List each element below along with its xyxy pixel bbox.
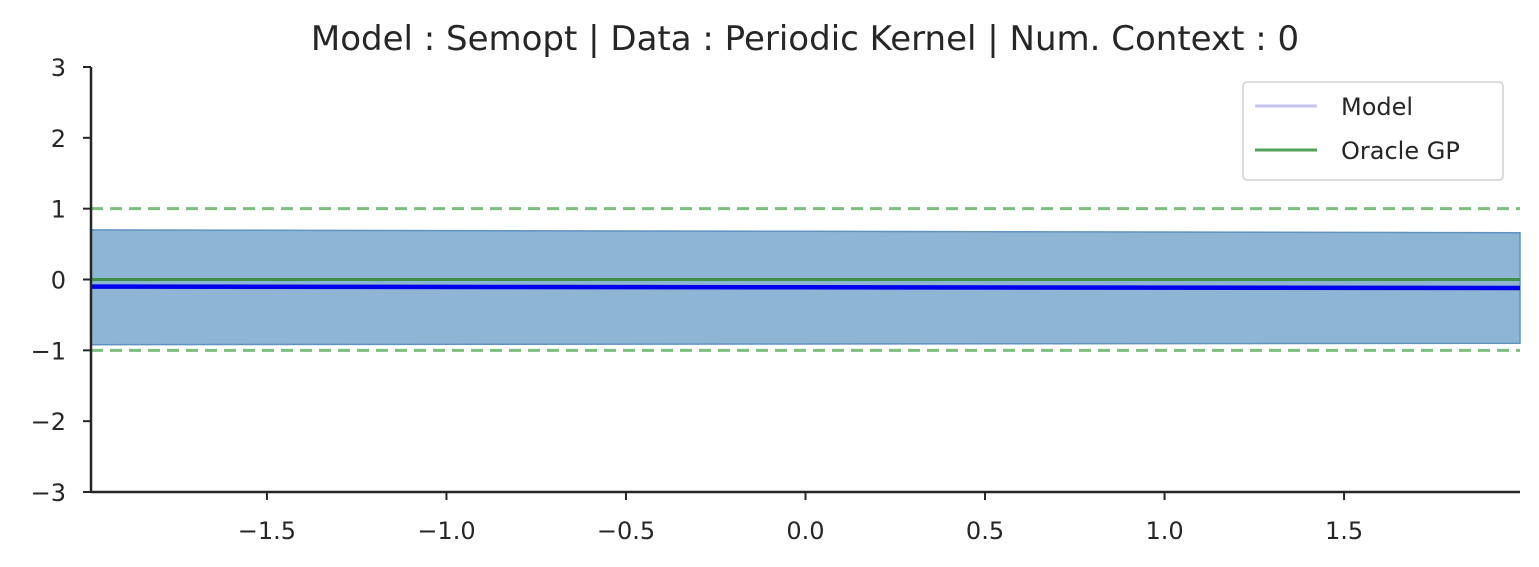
x-tick-label: 1.5 <box>1325 517 1363 545</box>
plot-area <box>90 207 1521 352</box>
y-tick-label: 2 <box>51 125 66 153</box>
x-tick-label: −1.5 <box>238 517 296 545</box>
legend: Model Oracle GP <box>1242 81 1504 181</box>
axes: −1.5 −1.0 −0.5 0.0 0.5 1.0 1.5 −3 −2 −1 0 1 2 3 <box>31 54 1520 545</box>
x-tick-label: 0.0 <box>786 517 824 545</box>
legend-label: Oracle GP <box>1341 137 1460 165</box>
x-tick-label: 0.5 <box>966 517 1004 545</box>
x-tick-label: −0.5 <box>597 517 655 545</box>
legend-label: Model <box>1341 93 1413 121</box>
y-tick-label: 1 <box>51 196 66 224</box>
model-mean-line <box>90 284 1521 291</box>
y-tick-label: −3 <box>31 479 66 507</box>
y-tick-label: −2 <box>31 408 66 436</box>
y-tick-label: −1 <box>31 337 66 365</box>
chart-title: Model : Semopt | Data : Periodic Kernel … <box>311 19 1299 59</box>
y-tick-label: 3 <box>51 54 66 82</box>
y-tick-label: 0 <box>51 267 66 295</box>
x-tick-label: −1.0 <box>417 517 475 545</box>
x-tick-label: 1.0 <box>1145 517 1183 545</box>
